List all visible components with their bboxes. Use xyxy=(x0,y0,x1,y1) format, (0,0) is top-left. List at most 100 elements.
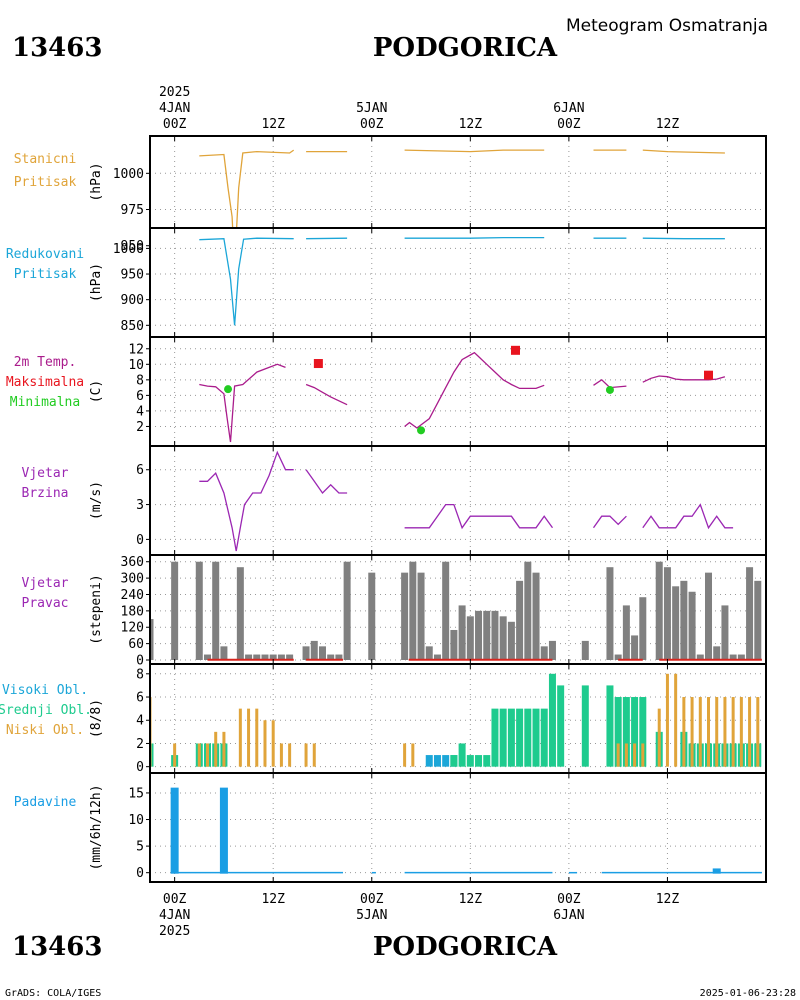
y-tick-label: 10 xyxy=(128,813,144,828)
cloud-bar xyxy=(304,743,308,767)
cloud-bar xyxy=(624,743,628,767)
series-line xyxy=(592,515,627,529)
wind-dir-bar xyxy=(639,597,647,660)
plot-area xyxy=(170,787,762,874)
bottom-time-label: 5JAN xyxy=(356,908,387,923)
y-tick-label: 6 xyxy=(136,691,144,706)
series-line xyxy=(306,237,348,240)
station-name-top: PODGORICA xyxy=(373,33,558,63)
wind-dir-bar xyxy=(269,654,277,660)
y-tick-label: 4 xyxy=(136,714,144,729)
tmax-marker xyxy=(704,370,714,380)
wind-dir-bar xyxy=(368,572,376,660)
wind-dir-bar xyxy=(655,561,663,660)
y-tick-label: 8 xyxy=(136,373,144,388)
plot-area xyxy=(199,149,725,228)
wind-dir-bar xyxy=(754,580,762,660)
cloud-bar xyxy=(723,697,727,767)
y-tick-label: 5 xyxy=(136,840,144,855)
panel-title-line: Vjetar xyxy=(22,466,69,481)
wind-dir-bar xyxy=(245,654,253,660)
series-line xyxy=(593,378,627,389)
wind-dir-bar xyxy=(532,572,540,660)
bottom-time-label: 00Z xyxy=(163,892,187,907)
wind-dir-bar xyxy=(171,561,179,660)
tmin-marker xyxy=(417,426,426,435)
top-time-label: 6JAN xyxy=(553,101,584,116)
wind-dir-bar xyxy=(672,586,680,660)
y-tick-label: 240 xyxy=(121,588,144,603)
cloud-bar xyxy=(238,708,242,767)
bottom-time-label: 00Z xyxy=(557,892,581,907)
y-axis-label: (C) xyxy=(89,380,104,403)
panel-title-line: Redukovani xyxy=(6,247,84,262)
cloud-bar xyxy=(150,743,154,767)
y-tick-label: 15 xyxy=(128,786,144,801)
panel-wind_speed: 0 3 6 (m/s) Vjetar Brzina xyxy=(22,445,767,556)
wind-dir-bar xyxy=(737,654,745,660)
wind-dir-bar xyxy=(343,561,351,660)
bottom-time-label: 12Z xyxy=(459,892,483,907)
top-time-label: 00Z xyxy=(360,117,384,132)
panel-frame xyxy=(149,445,767,556)
cloud-bar xyxy=(403,743,407,767)
cloud-bar xyxy=(665,673,669,767)
wind-dir-bar xyxy=(729,654,737,660)
precip-bar xyxy=(170,787,179,874)
cloud-bar xyxy=(255,708,259,767)
wind-dir-bar xyxy=(220,646,228,660)
y-tick-label: 0 xyxy=(136,760,144,775)
wind-dir-bar xyxy=(450,629,458,660)
cloud-bar xyxy=(739,697,743,767)
precip-bar xyxy=(219,787,228,874)
panel-title-line: Maksimalna xyxy=(6,375,84,390)
cloud-bar xyxy=(698,697,702,767)
cloud-bar xyxy=(516,708,524,767)
wind-dir-bar xyxy=(433,654,441,660)
y-axis-label: (hPa) xyxy=(89,162,104,201)
cloud-bar xyxy=(271,720,275,767)
top-time-label: 12Z xyxy=(656,117,680,132)
wind-dir-bar xyxy=(516,580,524,660)
y-tick-label: 900 xyxy=(121,293,144,308)
wind-dir-bar xyxy=(688,591,696,660)
cloud-bar xyxy=(442,755,450,767)
series-line xyxy=(404,503,554,530)
y-tick-label: 950 xyxy=(121,268,144,283)
y-axis-label: (hPa) xyxy=(89,263,104,302)
cloud-bar xyxy=(581,685,589,767)
cloud-bar xyxy=(425,755,433,767)
wind-dir-bar xyxy=(277,654,285,660)
series-line xyxy=(199,450,294,552)
panel-title-line: Pritisak xyxy=(14,267,77,282)
plot-area xyxy=(199,236,725,326)
cloud-bar xyxy=(263,720,267,767)
wind-dir-bar xyxy=(212,561,220,660)
wind-dir-bar xyxy=(705,572,713,660)
series-line xyxy=(305,469,348,495)
wind-dir-bar xyxy=(203,654,211,660)
wind-dir-bar xyxy=(401,572,409,660)
wind-dir-bar xyxy=(631,635,639,660)
y-tick-label: 0 xyxy=(136,654,144,669)
y-axis-label: (m/s) xyxy=(89,481,104,520)
wind-dir-bar xyxy=(409,561,417,660)
panel-title-line: Minimalna xyxy=(10,395,80,410)
bottom-time-label: 6JAN xyxy=(553,908,584,923)
series-line xyxy=(404,236,545,239)
cloud-bar xyxy=(173,743,177,767)
series-line xyxy=(404,351,545,429)
footer-right: 2025-01-06-23:28 xyxy=(700,988,796,999)
y-tick-label: 6 xyxy=(136,463,144,478)
bottom-time-label: 2025 xyxy=(159,924,190,939)
wind-dir-bar xyxy=(417,572,425,660)
station-id-top: 13463 xyxy=(12,33,102,63)
y-tick-label: 60 xyxy=(128,637,144,652)
wind-dir-bar xyxy=(524,561,532,660)
wind-dir-bar xyxy=(425,646,433,660)
cloud-bar xyxy=(524,708,532,767)
cloud-bar xyxy=(458,743,466,767)
wind-dir-bar xyxy=(286,654,294,660)
